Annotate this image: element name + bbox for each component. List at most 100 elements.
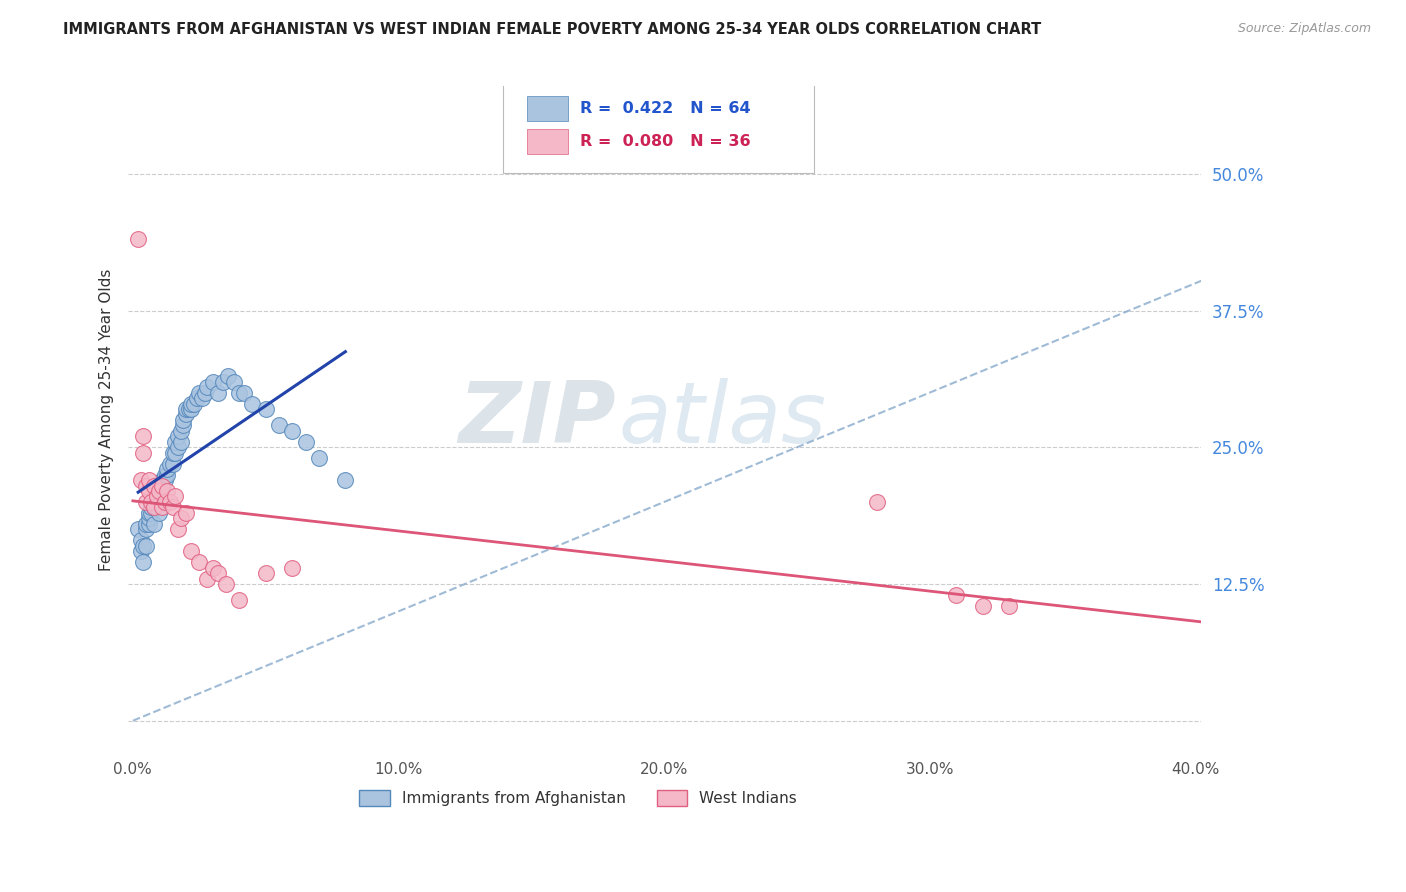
Point xyxy=(153,473,176,487)
Point xyxy=(172,418,194,433)
Point xyxy=(143,500,166,515)
Point xyxy=(180,396,202,410)
Point xyxy=(281,424,304,438)
Point xyxy=(207,566,229,580)
Point xyxy=(143,490,166,504)
Text: R =  0.422   N = 64: R = 0.422 N = 64 xyxy=(581,101,751,116)
Point xyxy=(186,391,208,405)
Point xyxy=(866,495,889,509)
Text: atlas: atlas xyxy=(619,378,825,461)
Point xyxy=(138,473,160,487)
Bar xyxy=(527,95,568,121)
Point xyxy=(135,478,157,492)
Point xyxy=(254,566,277,580)
Point xyxy=(143,516,166,531)
Point xyxy=(165,446,187,460)
Point xyxy=(132,446,155,460)
Point xyxy=(159,495,181,509)
Point xyxy=(129,533,152,548)
Point xyxy=(135,516,157,531)
Point xyxy=(167,522,190,536)
Point xyxy=(148,506,170,520)
Point xyxy=(945,588,967,602)
Point xyxy=(170,511,193,525)
Point xyxy=(156,462,179,476)
Text: IMMIGRANTS FROM AFGHANISTAN VS WEST INDIAN FEMALE POVERTY AMONG 25-34 YEAR OLDS : IMMIGRANTS FROM AFGHANISTAN VS WEST INDI… xyxy=(63,22,1042,37)
Point xyxy=(129,473,152,487)
Point xyxy=(218,369,240,384)
Point xyxy=(162,500,184,515)
Point xyxy=(180,402,202,417)
Point xyxy=(148,495,170,509)
Point xyxy=(150,478,173,492)
Point xyxy=(215,577,238,591)
Point xyxy=(165,490,187,504)
Point xyxy=(127,522,149,536)
Point xyxy=(174,402,197,417)
Point xyxy=(138,516,160,531)
Point xyxy=(188,555,211,569)
Point xyxy=(167,429,190,443)
Point xyxy=(242,396,264,410)
Point xyxy=(162,446,184,460)
Point xyxy=(127,232,149,246)
Point xyxy=(194,385,217,400)
Y-axis label: Female Poverty Among 25-34 Year Olds: Female Poverty Among 25-34 Year Olds xyxy=(100,268,114,571)
Point xyxy=(150,478,173,492)
Point xyxy=(167,440,190,454)
Point xyxy=(165,434,187,449)
Point xyxy=(195,380,218,394)
Point xyxy=(159,457,181,471)
Point xyxy=(335,473,357,487)
Point xyxy=(156,483,179,498)
Point xyxy=(141,500,163,515)
Point xyxy=(153,467,176,482)
Point xyxy=(141,506,163,520)
Point xyxy=(141,495,163,509)
Point xyxy=(146,490,169,504)
Point xyxy=(233,385,256,400)
Point xyxy=(174,506,197,520)
Point xyxy=(146,495,169,509)
Point xyxy=(201,375,224,389)
Point xyxy=(972,599,994,613)
Point xyxy=(294,434,316,449)
Point xyxy=(150,500,173,515)
Text: Source: ZipAtlas.com: Source: ZipAtlas.com xyxy=(1237,22,1371,36)
FancyBboxPatch shape xyxy=(503,73,814,173)
Point xyxy=(172,413,194,427)
Point xyxy=(135,522,157,536)
Point xyxy=(207,385,229,400)
Point xyxy=(138,506,160,520)
Point xyxy=(254,402,277,417)
Point xyxy=(212,375,235,389)
Point xyxy=(156,467,179,482)
Point xyxy=(129,544,152,558)
Point xyxy=(132,555,155,569)
Point xyxy=(148,478,170,492)
Point xyxy=(150,473,173,487)
Point xyxy=(183,396,205,410)
Point xyxy=(267,418,290,433)
Text: R =  0.080   N = 36: R = 0.080 N = 36 xyxy=(581,134,751,149)
Point xyxy=(222,375,245,389)
Point xyxy=(148,483,170,498)
Point xyxy=(138,511,160,525)
Point xyxy=(146,483,169,498)
Point xyxy=(188,385,211,400)
Point xyxy=(170,434,193,449)
Point xyxy=(195,572,218,586)
Point xyxy=(132,429,155,443)
Point xyxy=(143,500,166,515)
Bar xyxy=(527,129,568,154)
Point xyxy=(174,408,197,422)
Point xyxy=(177,402,200,417)
Point xyxy=(201,560,224,574)
Point xyxy=(998,599,1021,613)
Point xyxy=(141,495,163,509)
Point xyxy=(153,495,176,509)
Point xyxy=(143,478,166,492)
Point xyxy=(132,539,155,553)
Point xyxy=(135,495,157,509)
Point xyxy=(228,593,250,607)
